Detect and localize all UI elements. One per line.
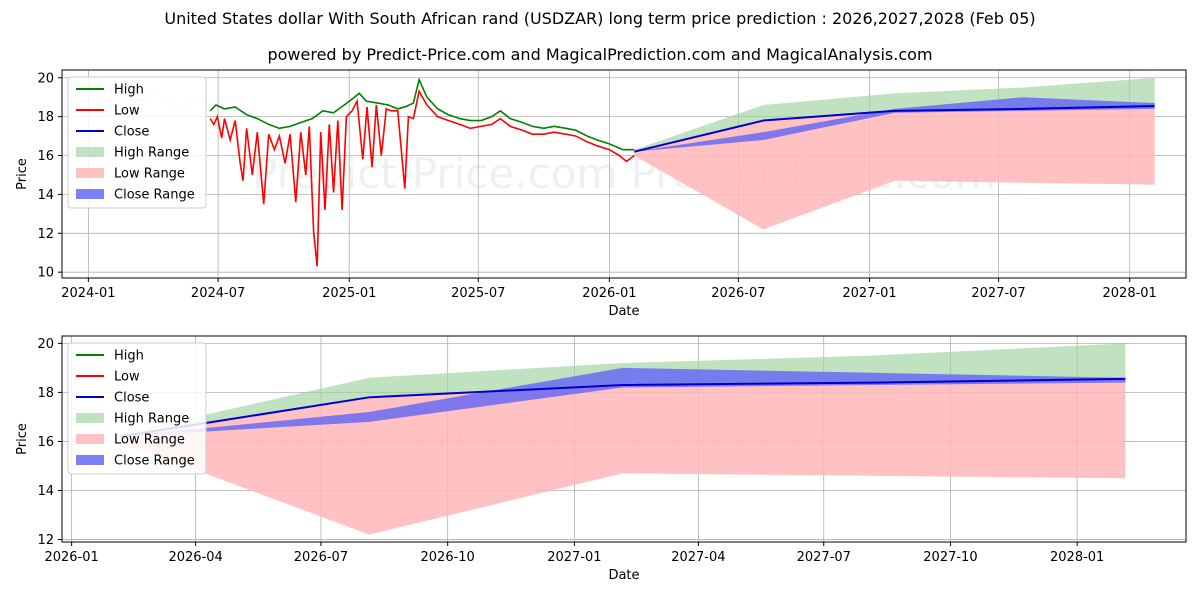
legend-label-close-range: Close Range: [114, 454, 195, 469]
y-tick-label: 12: [37, 227, 54, 242]
y-tick-label: 12: [37, 533, 54, 548]
legend-swatch-low-range: [76, 434, 104, 444]
close-series-line: [119, 377, 1126, 438]
high-series-line: [209, 77, 635, 151]
x-tick-label: 2025-07: [451, 286, 505, 301]
x-tick-label: 2026-01: [44, 550, 98, 565]
x-tick-label: 2027-04: [671, 550, 725, 565]
x-tick-label: 2028-01: [1050, 550, 1104, 565]
close-range-band: [119, 367, 1126, 437]
close-series-line: [634, 104, 1155, 153]
x-tick-label: 2027-10: [923, 550, 977, 565]
legend-label-high: High: [114, 349, 144, 364]
legend-swatch-high-range: [76, 147, 104, 157]
plot-frame: [61, 69, 1187, 279]
y-tick-label: 14: [37, 188, 54, 203]
x-tick-label: 2026-10: [421, 550, 475, 565]
plot-frame: [61, 335, 1187, 543]
legend-label-high-range: High Range: [114, 412, 189, 427]
x-tick-label: 2027-07: [797, 550, 851, 565]
y-tick-label: 20: [37, 337, 54, 352]
legend-label-low-range: Low Range: [114, 433, 185, 448]
y-tick-label: 16: [37, 435, 54, 450]
legend-label-low-range: Low Range: [114, 167, 185, 182]
chart-panel-2: Predict-Price.com Predict-Price.com2026-…: [15, 335, 1187, 583]
low-series-line: [209, 89, 635, 267]
x-tick-label: 2024-07: [191, 286, 245, 301]
x-axis-label: Date: [608, 304, 639, 319]
chart-title: United States dollar With South African …: [164, 9, 1036, 28]
legend-label-high: High: [114, 83, 144, 98]
legend-label-close-range: Close Range: [114, 188, 195, 203]
x-tick-label: 2025-01: [322, 286, 376, 301]
x-tick-label: 2026-04: [168, 550, 222, 565]
y-tick-label: 18: [37, 386, 54, 401]
legend-label-close: Close: [114, 125, 149, 140]
y-axis-label: Price: [15, 158, 30, 190]
legend-swatch-close-range: [76, 189, 104, 199]
legend-label-high-range: High Range: [114, 146, 189, 161]
x-tick-label: 2027-07: [971, 286, 1025, 301]
y-tick-label: 14: [37, 484, 54, 499]
legend-label-low: Low: [114, 370, 140, 385]
y-tick-label: 20: [37, 71, 54, 86]
chart-panel-1: Predict-Price.com Predict-Price.com2024-…: [15, 69, 1187, 319]
legend-label-close: Close: [114, 391, 149, 406]
legend-swatch-low-range: [76, 168, 104, 178]
y-tick-label: 16: [37, 149, 54, 164]
x-axis-label: Date: [608, 568, 639, 583]
x-tick-label: 2026-01: [582, 286, 636, 301]
x-tick-label: 2028-01: [1103, 286, 1157, 301]
y-tick-label: 10: [37, 266, 54, 281]
high-range-band: [634, 77, 1155, 152]
high-range-band: [119, 343, 1126, 437]
x-tick-label: 2024-01: [61, 286, 115, 301]
legend-swatch-close-range: [76, 455, 104, 465]
legend-swatch-high-range: [76, 413, 104, 423]
legend-label-low: Low: [114, 104, 140, 119]
x-tick-label: 2026-07: [294, 550, 348, 565]
x-tick-label: 2026-07: [711, 286, 765, 301]
y-tick-label: 18: [37, 110, 54, 125]
x-tick-label: 2027-01: [842, 286, 896, 301]
close-range-band: [634, 97, 1155, 152]
chart-subtitle: powered by Predict-Price.com and Magical…: [267, 45, 933, 64]
x-tick-label: 2027-01: [547, 550, 601, 565]
y-axis-label: Price: [15, 423, 30, 455]
